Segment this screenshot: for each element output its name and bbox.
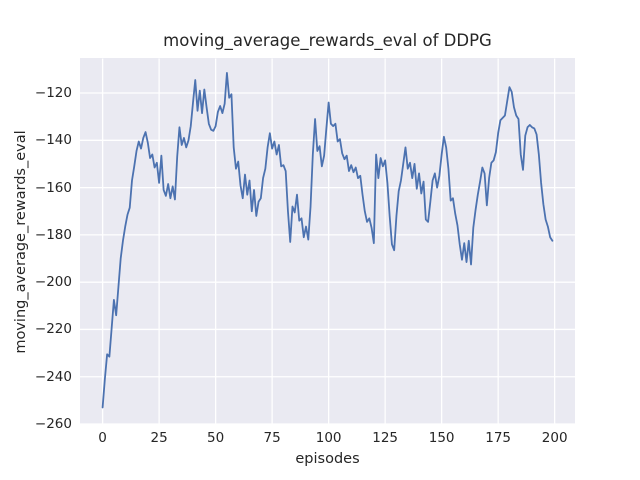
x-tick-label: 75 (263, 430, 281, 446)
x-axis-label: episodes (295, 451, 360, 467)
y-tick-label: −260 (34, 416, 72, 433)
x-tick-label: 125 (372, 430, 399, 446)
x-tick-label: 175 (485, 430, 512, 446)
x-tick-label: 25 (150, 430, 168, 446)
x-tick-label: 200 (541, 430, 568, 446)
y-tick-label: −200 (34, 274, 72, 291)
x-tick-label: 0 (98, 430, 107, 446)
x-tick-label: 100 (315, 430, 342, 446)
x-tick-label: 150 (428, 430, 455, 446)
y-tick-label: −240 (34, 368, 72, 385)
y-tick-label: −220 (34, 321, 72, 338)
x-tick-label: 50 (207, 430, 225, 446)
y-tick-label: −160 (34, 179, 72, 196)
chart-title: moving_average_rewards_eval of DDPG (163, 31, 492, 50)
y-tick-label: −120 (34, 85, 72, 102)
y-tick-label: −140 (34, 132, 72, 149)
data-line (101, 72, 554, 409)
y-tick-label: −180 (34, 226, 72, 243)
